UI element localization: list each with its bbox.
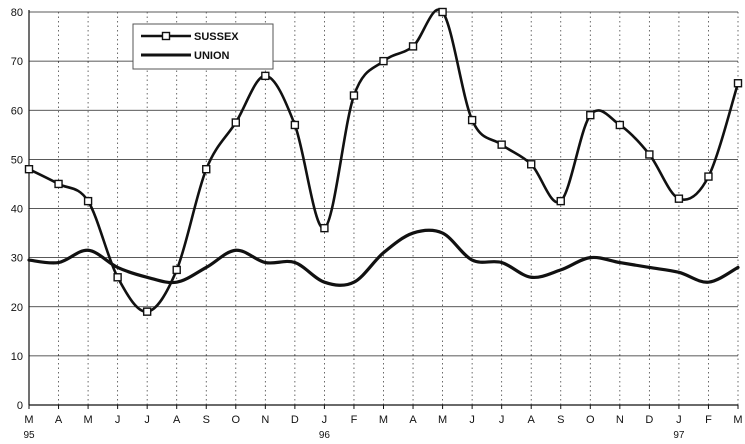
data-point-sussex xyxy=(527,160,536,169)
x-tick-label: O xyxy=(232,414,241,426)
data-point-sussex xyxy=(83,196,93,206)
x-tick-label: N xyxy=(616,414,624,426)
x-tick-label: M xyxy=(438,414,447,426)
x-tick-label: O xyxy=(586,414,595,426)
x-tick-label: S xyxy=(203,414,210,426)
legend-label-union: UNION xyxy=(194,50,230,62)
x-tick-label: M xyxy=(83,414,92,426)
data-point-sussex xyxy=(290,120,300,130)
data-point-sussex xyxy=(379,56,388,66)
data-point-sussex xyxy=(231,118,240,127)
y-tick-label: 80 xyxy=(11,7,23,19)
x-tick-label: A xyxy=(55,414,63,426)
x-tick-label: M xyxy=(733,414,742,426)
x-tick-label: N xyxy=(261,414,269,426)
x-year-label: 95 xyxy=(23,430,35,441)
data-point-sussex xyxy=(349,91,359,100)
x-tick-labels: M A M J J A S O N D J F M A M J J A S O N D J F M 95 96 97 xyxy=(23,414,742,441)
data-point-sussex xyxy=(615,120,625,130)
series-line-union xyxy=(27,228,740,287)
y-tick-label: 20 xyxy=(11,302,23,314)
x-year-label: 97 xyxy=(673,430,685,441)
x-year-label: 96 xyxy=(319,430,331,441)
x-tick-label: J xyxy=(322,414,328,426)
y-tick-label: 60 xyxy=(11,105,23,117)
x-tick-label: D xyxy=(291,414,299,426)
x-tick-label: F xyxy=(351,414,358,426)
data-point-sussex xyxy=(261,71,270,81)
data-point-sussex xyxy=(497,140,506,149)
data-point-sussex xyxy=(172,265,181,275)
data-point-sussex xyxy=(113,273,122,282)
legend-label-sussex: SUSSEX xyxy=(194,31,239,43)
x-tick-label: J xyxy=(115,414,121,426)
data-point-sussex xyxy=(438,7,447,17)
data-point-sussex xyxy=(556,196,565,206)
y-tick-label: 50 xyxy=(11,154,23,166)
x-tick-label: S xyxy=(557,414,564,426)
legend: SUSSEX UNION xyxy=(132,23,274,70)
data-point-sussex xyxy=(704,172,713,181)
axes xyxy=(28,10,739,409)
y-tick-label: 70 xyxy=(11,56,23,68)
x-tick-label: D xyxy=(645,414,653,426)
x-tick-label: A xyxy=(528,414,536,426)
data-point-sussex xyxy=(320,223,329,233)
y-tick-label: 0 xyxy=(17,400,23,412)
x-tick-label: J xyxy=(469,414,475,426)
legend-marker-sussex xyxy=(161,31,171,41)
x-tick-label: F xyxy=(705,414,712,426)
legend-box xyxy=(132,23,274,70)
data-point-sussex xyxy=(408,42,418,51)
series-markers xyxy=(24,7,743,316)
y-tick-label: 40 xyxy=(11,204,23,216)
y-tick-labels: 0 10 20 30 40 50 60 70 80 xyxy=(11,7,23,412)
x-tick-label: A xyxy=(173,414,181,426)
data-point-sussex xyxy=(733,79,743,88)
data-point-sussex xyxy=(24,164,34,174)
data-point-sussex xyxy=(202,164,211,174)
y-tick-label: 10 xyxy=(11,351,23,363)
x-tick-label: M xyxy=(24,414,33,426)
x-tick-label: A xyxy=(409,414,417,426)
data-point-sussex xyxy=(467,115,477,125)
x-tick-label: J xyxy=(676,414,682,426)
data-point-sussex xyxy=(142,307,152,316)
data-point-sussex xyxy=(54,179,63,189)
data-point-sussex xyxy=(645,150,654,159)
x-tick-label: J xyxy=(144,414,150,426)
x-tick-label: M xyxy=(379,414,388,426)
data-point-sussex xyxy=(586,110,595,120)
y-tick-label: 30 xyxy=(11,253,23,265)
data-point-sussex xyxy=(674,194,684,203)
x-tick-label: J xyxy=(499,414,505,426)
